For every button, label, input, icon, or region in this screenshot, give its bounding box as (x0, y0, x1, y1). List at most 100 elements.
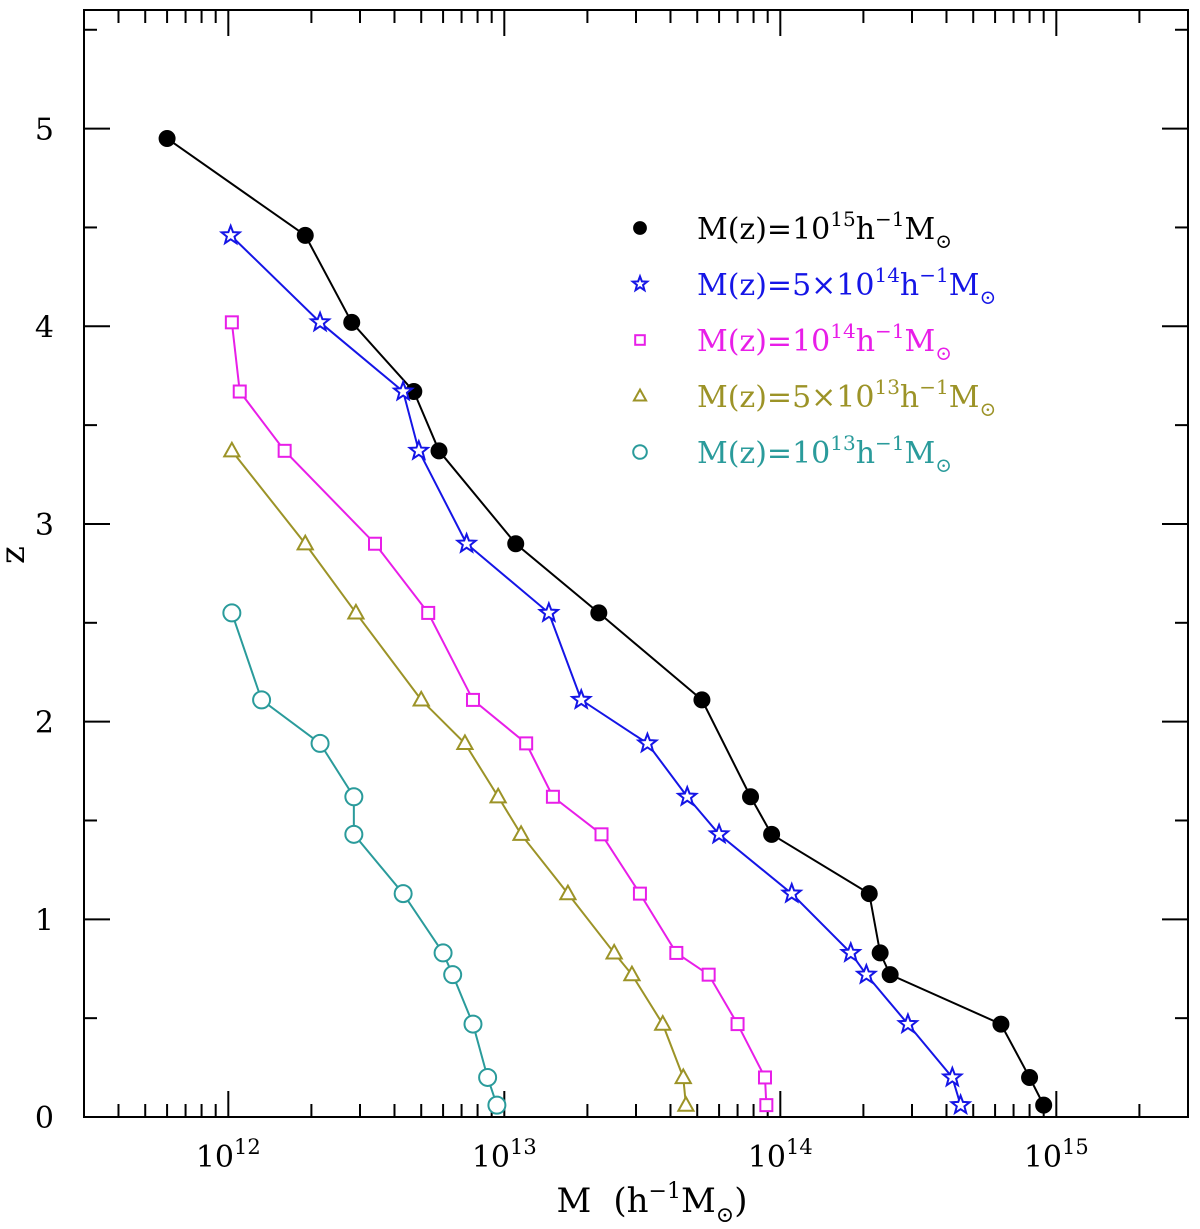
data-point (308, 309, 332, 333)
data-point (742, 788, 760, 806)
data-point (632, 886, 647, 901)
data-point (519, 736, 534, 751)
y-tick-label: 5 (35, 113, 54, 148)
y-tick-label: 2 (35, 706, 54, 741)
data-point (222, 603, 242, 623)
x-tick-label: 1013 (472, 1135, 537, 1175)
series-2 (218, 223, 973, 1116)
data-point (675, 784, 699, 807)
data-point (707, 821, 731, 845)
data-point (594, 827, 609, 842)
legend: M(z)=1015h−1M⊙ M(z)=5×1014h−1M⊙ M(z)=1014h… (630, 207, 996, 477)
data-point (507, 535, 525, 553)
data-point (653, 1014, 673, 1031)
data-point (590, 604, 608, 622)
legend-label: M(z)=1013h−1M⊙ (697, 431, 952, 477)
y-tick-label: 3 (35, 508, 54, 543)
data-point (393, 884, 413, 904)
data-point (673, 1067, 693, 1085)
x-tick-label: 1014 (748, 1135, 813, 1175)
data-point (411, 689, 431, 707)
data-point (430, 442, 448, 460)
data-point (511, 824, 531, 841)
legend-marker (632, 387, 648, 402)
data-point (569, 687, 594, 710)
legend-marker (632, 444, 648, 460)
x-tick-label: 1012 (196, 1135, 261, 1175)
data-point (421, 605, 436, 620)
data-point (433, 943, 453, 963)
legend-marker (633, 221, 647, 235)
data-point (218, 223, 243, 246)
data-point (948, 1092, 973, 1116)
data-point (676, 1095, 696, 1112)
data-point (622, 964, 642, 982)
plot-series (158, 129, 1053, 1116)
data-point (537, 600, 561, 623)
data-point (391, 379, 415, 402)
data-point (296, 226, 314, 244)
legend-marker (634, 334, 646, 346)
data-point (693, 691, 711, 709)
legend-label: M(z)=5×1014h−1M⊙ (697, 263, 996, 309)
data-point (368, 536, 383, 551)
data-point (443, 965, 463, 985)
data-point (343, 313, 361, 331)
x-axis-label: M (h−1M⊙) (557, 1179, 748, 1228)
data-point (344, 787, 364, 807)
series-line (230, 612, 498, 1106)
data-point (465, 692, 480, 707)
data-point (455, 733, 475, 750)
data-point (860, 885, 878, 903)
series-4 (222, 440, 696, 1112)
data-point (545, 789, 560, 804)
series-line (230, 322, 768, 1106)
data-point (1021, 1068, 1039, 1086)
data-point (346, 602, 366, 620)
data-point (463, 1014, 483, 1034)
series-line (229, 234, 962, 1106)
data-point (232, 384, 247, 399)
series-3 (224, 315, 774, 1113)
data-point (604, 942, 624, 960)
data-point (158, 129, 176, 147)
data-point (701, 967, 716, 982)
data-point (252, 690, 272, 710)
axis-ticks (83, 10, 1189, 1118)
y-tick-label: 1 (35, 903, 54, 938)
data-point (759, 1098, 774, 1113)
data-point (454, 531, 479, 554)
data-point (669, 945, 684, 960)
series-1 (158, 129, 1053, 1114)
data-point (635, 731, 660, 754)
data-point (1035, 1096, 1053, 1114)
legend-label: M(z)=1015h−1M⊙ (697, 207, 952, 253)
data-point (407, 438, 431, 461)
data-point (478, 1067, 498, 1087)
legend-marker (630, 273, 650, 293)
data-point (310, 733, 330, 753)
y-axis-label: z (0, 546, 33, 564)
data-point (344, 824, 364, 844)
data-point (558, 883, 578, 901)
plot-frame (83, 9, 1189, 1118)
data-point (871, 944, 889, 962)
x-tick-label: 1015 (1024, 1135, 1089, 1175)
data-point (222, 440, 242, 458)
data-point (940, 1065, 965, 1088)
data-point (839, 940, 863, 963)
data-point (763, 825, 781, 843)
data-point (992, 1015, 1010, 1033)
y-tick-label: 4 (35, 310, 54, 345)
data-point (896, 1011, 920, 1035)
data-point (854, 962, 879, 985)
data-point (277, 443, 292, 458)
data-point (488, 786, 508, 804)
data-point (730, 1017, 745, 1032)
data-point (295, 533, 315, 551)
y-tick-label: 0 (35, 1101, 54, 1136)
legend-label: M(z)=5×1013h−1M⊙ (697, 375, 996, 421)
data-point (487, 1095, 507, 1115)
series-line (166, 137, 1045, 1106)
